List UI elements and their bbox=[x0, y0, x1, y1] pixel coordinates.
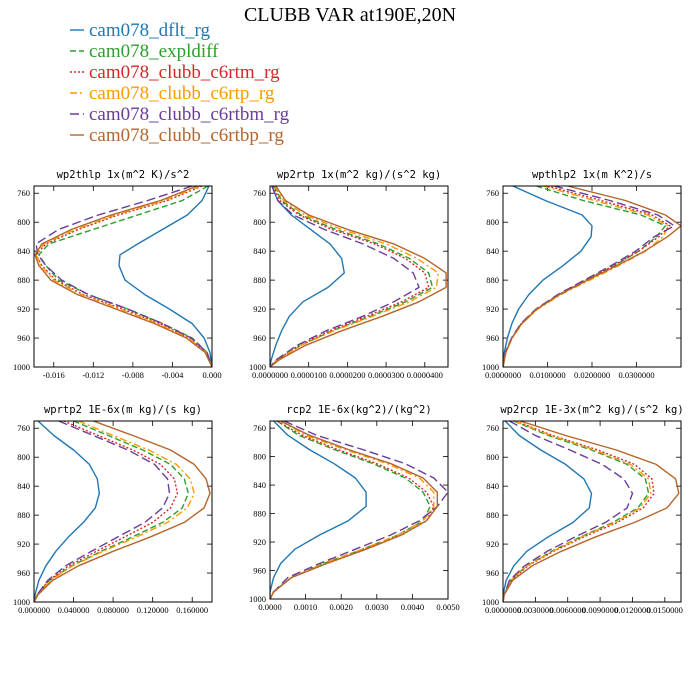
y-tick-label: 760 bbox=[17, 423, 30, 433]
x-tick-label: -0.016 bbox=[43, 370, 65, 380]
y-tick-label: 760 bbox=[17, 188, 30, 198]
panel-title: rcp2 1E-6x(kg^2)/(kg^2) bbox=[286, 404, 431, 416]
x-tick-label: 0.0000100 bbox=[291, 370, 327, 380]
y-tick-label: 1000 bbox=[13, 362, 30, 372]
x-tick-label: -0.012 bbox=[82, 370, 104, 380]
y-tick-label: 920 bbox=[253, 304, 266, 314]
y-tick-label: 800 bbox=[486, 217, 499, 227]
y-tick-label: 800 bbox=[17, 217, 30, 227]
x-tick-label: 0.0000000 bbox=[252, 370, 288, 380]
y-tick-label: 880 bbox=[253, 509, 266, 519]
y-tick-label: 960 bbox=[253, 566, 266, 576]
y-tick-label: 800 bbox=[253, 217, 266, 227]
y-tick-label: 840 bbox=[253, 480, 266, 490]
x-tick-label: 0.0000000 bbox=[485, 605, 521, 615]
y-tick-label: 800 bbox=[253, 452, 266, 462]
legend-label-2: cam078_expldiff bbox=[89, 41, 219, 62]
y-tick-label: 840 bbox=[253, 246, 266, 256]
y-tick-label: 960 bbox=[17, 333, 30, 343]
y-tick-label: 800 bbox=[17, 452, 30, 462]
x-tick-label: 0.0000000 bbox=[485, 370, 521, 380]
y-tick-label: 920 bbox=[486, 539, 499, 549]
y-tick-label: 840 bbox=[17, 481, 30, 491]
x-tick-label: 0.0200000 bbox=[574, 370, 610, 380]
x-tick-label: 0.0050 bbox=[436, 602, 459, 612]
figure-title: CLUBB VAR at190E,20N bbox=[244, 4, 456, 26]
legend-label-3: cam078_clubb_c6rtm_rg bbox=[89, 62, 280, 83]
y-tick-label: 880 bbox=[486, 275, 499, 285]
x-tick-label: 0.000000 bbox=[18, 605, 50, 615]
x-tick-label: 0.120000 bbox=[137, 605, 169, 615]
x-tick-label: -0.004 bbox=[161, 370, 184, 380]
y-tick-label: 920 bbox=[253, 537, 266, 547]
x-tick-label: 0.0000400 bbox=[407, 370, 443, 380]
x-tick-label: 0.0300000 bbox=[618, 370, 654, 380]
panel-title: wp2rtp 1x(m^2 kg)/(s^2 kg) bbox=[277, 169, 441, 181]
x-tick-label: 0.0100000 bbox=[529, 370, 565, 380]
y-tick-label: 760 bbox=[253, 423, 266, 433]
y-tick-label: 840 bbox=[486, 481, 499, 491]
x-tick-label: 0.000 bbox=[202, 370, 221, 380]
y-tick-label: 880 bbox=[17, 510, 30, 520]
panel-title: wprtp2 1E-6x(m kg)/(s kg) bbox=[44, 404, 202, 416]
x-tick-label: 0.0120000 bbox=[614, 605, 650, 615]
y-tick-label: 960 bbox=[486, 568, 499, 578]
y-tick-label: 960 bbox=[253, 333, 266, 343]
legend-label-5: cam078_clubb_c6rtbm_rg bbox=[89, 104, 290, 125]
y-tick-label: 880 bbox=[17, 275, 30, 285]
x-tick-label: 0.160000 bbox=[176, 605, 208, 615]
y-tick-label: 920 bbox=[486, 304, 499, 314]
y-tick-label: 960 bbox=[17, 568, 30, 578]
y-tick-label: 800 bbox=[486, 452, 499, 462]
legend-label-4: cam078_clubb_c6rtp_rg bbox=[89, 83, 275, 104]
x-tick-label: 0.0020 bbox=[330, 602, 353, 612]
panel-title: wp2thlp 1x(m^2 K)/s^2 bbox=[57, 169, 190, 181]
y-tick-label: 880 bbox=[253, 275, 266, 285]
x-tick-label: 0.0040 bbox=[401, 602, 424, 612]
x-tick-label: 0.0000200 bbox=[329, 370, 365, 380]
y-tick-label: 920 bbox=[17, 539, 30, 549]
y-tick-label: 920 bbox=[17, 304, 30, 314]
x-tick-label: 0.0150000 bbox=[647, 605, 683, 615]
x-tick-label: 0.040000 bbox=[58, 605, 90, 615]
x-tick-label: 0.0030000 bbox=[517, 605, 553, 615]
y-tick-label: 760 bbox=[486, 423, 499, 433]
figure: CLUBB VAR at190E,20N cam078_dflt_rgcam07… bbox=[0, 0, 700, 700]
x-tick-label: 0.0090000 bbox=[582, 605, 618, 615]
y-tick-label: 840 bbox=[486, 246, 499, 256]
y-tick-label: 960 bbox=[486, 333, 499, 343]
x-tick-label: 0.0060000 bbox=[550, 605, 586, 615]
x-tick-label: 0.0000300 bbox=[368, 370, 404, 380]
legend-label-6: cam078_clubb_c6rtbp_rg bbox=[89, 125, 284, 146]
panel-title: wp2rcp 1E-3x(m^2 kg)/(s^2 kg) bbox=[500, 404, 683, 416]
panel-title: wpthlp2 1x(m K^2)/s bbox=[532, 169, 652, 181]
y-tick-label: 880 bbox=[486, 510, 499, 520]
x-tick-label: 0.0000 bbox=[258, 602, 281, 612]
x-tick-label: 0.080000 bbox=[97, 605, 129, 615]
x-tick-label: -0.008 bbox=[122, 370, 144, 380]
y-tick-label: 840 bbox=[17, 246, 30, 256]
y-tick-label: 760 bbox=[253, 188, 266, 198]
x-tick-label: 0.0030 bbox=[365, 602, 388, 612]
legend-label-1: cam078_dflt_rg bbox=[89, 20, 211, 41]
x-tick-label: 0.0010 bbox=[294, 602, 317, 612]
y-tick-label: 760 bbox=[486, 188, 499, 198]
